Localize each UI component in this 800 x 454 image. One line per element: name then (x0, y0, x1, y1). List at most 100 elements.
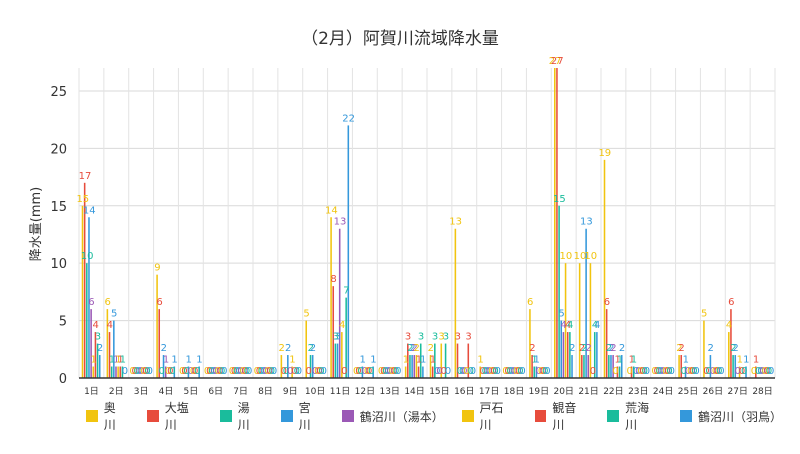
bar (467, 343, 470, 378)
data-label: 4 (107, 320, 113, 331)
data-label: 0 (540, 366, 546, 377)
x-tick-label: 24日 (653, 386, 673, 397)
legend-item[interactable]: 荒海川 (607, 399, 660, 433)
bar (162, 355, 165, 378)
bar (703, 320, 705, 378)
data-label: 0 (213, 366, 219, 377)
data-label: 0 (759, 366, 765, 377)
bar (88, 217, 90, 378)
legend-item[interactable]: 観音川 (534, 399, 588, 433)
bar (593, 332, 596, 378)
bar (372, 366, 374, 378)
bar (603, 159, 606, 378)
bar (678, 355, 680, 378)
data-label: 1 (370, 355, 376, 366)
data-label: 0 (509, 366, 515, 377)
y-axis-label: 降水量(mm) (29, 187, 44, 261)
data-label: 0 (513, 366, 519, 377)
data-label: 3 (333, 332, 339, 343)
data-label: 0 (271, 366, 277, 377)
data-label: 27 (551, 56, 564, 67)
data-label: 6 (88, 297, 94, 308)
legend-item[interactable]: 戸石川 (461, 399, 515, 433)
data-label: 0 (287, 366, 293, 377)
bar (419, 343, 422, 378)
data-label: 0 (269, 366, 275, 377)
data-label: 0 (144, 366, 150, 377)
data-label: 4 (565, 320, 571, 331)
data-label: 0 (542, 366, 548, 377)
data-label: 0 (687, 366, 693, 377)
data-label: 1 (629, 355, 635, 366)
legend-label: 観音川 (552, 401, 577, 432)
legend-item[interactable]: 宮川 (280, 399, 322, 433)
data-label: 0 (294, 366, 300, 377)
data-label: 2 (308, 343, 314, 354)
data-label: 0 (210, 366, 216, 377)
data-label: 0 (244, 366, 250, 377)
bar (83, 182, 86, 378)
data-label: 0 (590, 366, 596, 377)
bar (564, 263, 567, 378)
data-label: 0 (179, 366, 185, 377)
bar (158, 309, 161, 378)
data-label: 1 (115, 355, 121, 366)
data-label: 0 (142, 366, 148, 377)
legend-item[interactable]: 奥川 (86, 399, 127, 433)
bar (680, 355, 683, 378)
data-label: 0 (194, 366, 200, 377)
bar (411, 355, 413, 378)
data-label: 0 (192, 366, 198, 377)
data-label: 0 (364, 366, 370, 377)
bar (558, 205, 560, 378)
data-label: 10 (584, 251, 597, 262)
data-label: 1 (743, 355, 749, 366)
data-label: 3 (418, 332, 424, 343)
data-label: 0 (256, 366, 262, 377)
bar (341, 332, 343, 378)
y-tick-label: 15 (50, 200, 67, 215)
legend-swatch (147, 410, 159, 422)
legend-swatch (219, 410, 232, 422)
data-label: 0 (486, 366, 492, 377)
x-tick-label: 11日 (330, 386, 350, 397)
data-label: 0 (355, 366, 361, 377)
x-tick-label: 6日 (208, 386, 223, 397)
data-label: 0 (393, 366, 399, 377)
legend-item[interactable]: 湯川 (219, 399, 261, 433)
data-label: 1 (531, 355, 537, 366)
data-label: 0 (612, 366, 618, 377)
data-label: 1 (631, 355, 637, 366)
bar (612, 355, 614, 378)
data-label: 4 (592, 320, 598, 331)
data-label: 0 (281, 366, 287, 377)
data-label: 0 (165, 366, 171, 377)
data-label: 0 (208, 366, 214, 377)
data-label: 0 (685, 366, 691, 377)
data-label: 5 (111, 309, 117, 320)
data-label: 0 (660, 366, 666, 377)
data-label: 0 (357, 366, 363, 377)
bar (587, 355, 590, 378)
data-label: 0 (741, 366, 747, 377)
bar (618, 366, 621, 378)
legend-item[interactable]: 鶴沼川（湯本） (342, 408, 444, 425)
bar (187, 366, 190, 378)
x-tick-label: 8日 (258, 386, 273, 397)
data-label: 0 (693, 366, 699, 377)
legend-item[interactable]: 大塩川 (147, 399, 200, 433)
x-tick-label: 16日 (454, 386, 474, 397)
data-label: 0 (316, 366, 322, 377)
data-label: 0 (215, 366, 221, 377)
data-label: 1 (196, 355, 202, 366)
legend-item[interactable]: 鶴沼川（羽鳥） (680, 408, 782, 425)
legend-label: 宮川 (298, 401, 311, 432)
data-label: 0 (515, 366, 521, 377)
bar (429, 355, 432, 378)
data-label: 0 (318, 366, 324, 377)
data-label: 0 (353, 366, 359, 377)
data-label: 6 (104, 297, 110, 308)
data-label: 14 (325, 205, 338, 216)
